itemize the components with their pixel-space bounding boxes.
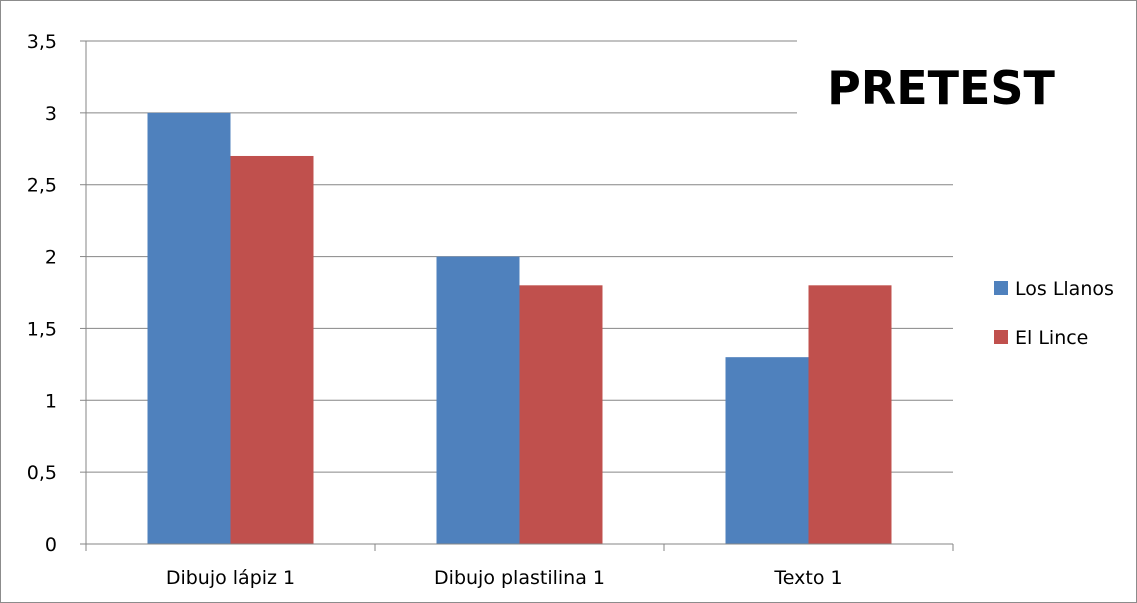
legend: Los Llanos El Lince <box>994 278 1114 349</box>
bar-el-lince-1 <box>230 155 314 544</box>
y-tick-label: 3,5 <box>27 31 57 53</box>
bar-los-llanos-2 <box>436 256 520 544</box>
bar-los-llanos-3 <box>725 357 809 544</box>
title-background <box>797 31 1072 131</box>
y-tick-label: 2,5 <box>27 175 57 197</box>
x-tick-label: Dibujo plastilina 1 <box>434 567 605 589</box>
y-tick-label: 0 <box>45 534 57 556</box>
bar-el-lince-2 <box>519 285 603 544</box>
y-tick-label: 3 <box>45 103 57 125</box>
bars <box>147 112 892 544</box>
y-tick-label: 2 <box>45 247 57 269</box>
y-tick-label: 1 <box>45 390 57 412</box>
legend-swatch <box>994 281 1008 295</box>
y-tick-label: 0,5 <box>27 462 57 484</box>
y-tick-label: 1,5 <box>27 318 57 340</box>
x-tick-label: Texto 1 <box>773 567 842 589</box>
axes: 0 0,5 1 1,5 2 2,5 3 3,5 Dibujo lápiz 1 Dibujo pla… <box>27 31 954 589</box>
legend-label: Los Llanos <box>1015 278 1114 300</box>
x-tick-label: Dibujo lápiz 1 <box>166 567 295 589</box>
chart-title: PRETEST <box>827 61 1055 115</box>
bar-los-llanos-1 <box>147 112 231 544</box>
legend-swatch <box>994 330 1008 344</box>
legend-label: El Lince <box>1015 327 1088 349</box>
bar-el-lince-3 <box>808 285 892 544</box>
